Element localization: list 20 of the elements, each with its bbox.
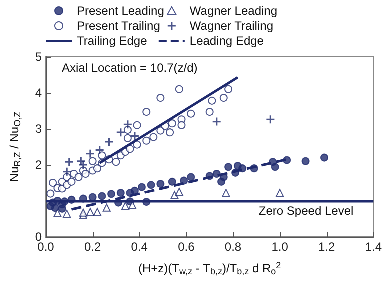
y-tick-label: 5 — [35, 50, 42, 64]
legend-label: Trailing Edge — [77, 34, 148, 48]
legend-label: Wagner Leading — [190, 4, 278, 18]
x-tick-label: 1.4 — [365, 240, 382, 254]
legend-label: Present Leading — [77, 4, 164, 18]
legend-label: Leading Edge — [190, 34, 264, 48]
x-tick-label: 0.6 — [178, 240, 196, 254]
y-tick-label: 2 — [35, 158, 42, 172]
legend-label: Wagner Trailing — [190, 19, 274, 33]
x-tick-label: 0.2 — [84, 240, 102, 254]
legend-label: Present Trailing — [77, 19, 160, 33]
annotation: Axial Location = 10.7(z/d) — [62, 61, 198, 75]
x-tick-label: 0.8 — [224, 240, 242, 254]
x-tick-label: 1.0 — [272, 240, 289, 254]
x-tick-label: 1.2 — [318, 240, 336, 254]
y-tick-label: 4 — [35, 86, 42, 100]
y-tick-label: 3 — [35, 122, 42, 136]
x-tick-label: 0.4 — [131, 240, 148, 254]
ref-line-label: Zero Speed Level — [258, 204, 354, 218]
y-axis-title: NuR,Z / NuO,Z — [8, 111, 22, 182]
